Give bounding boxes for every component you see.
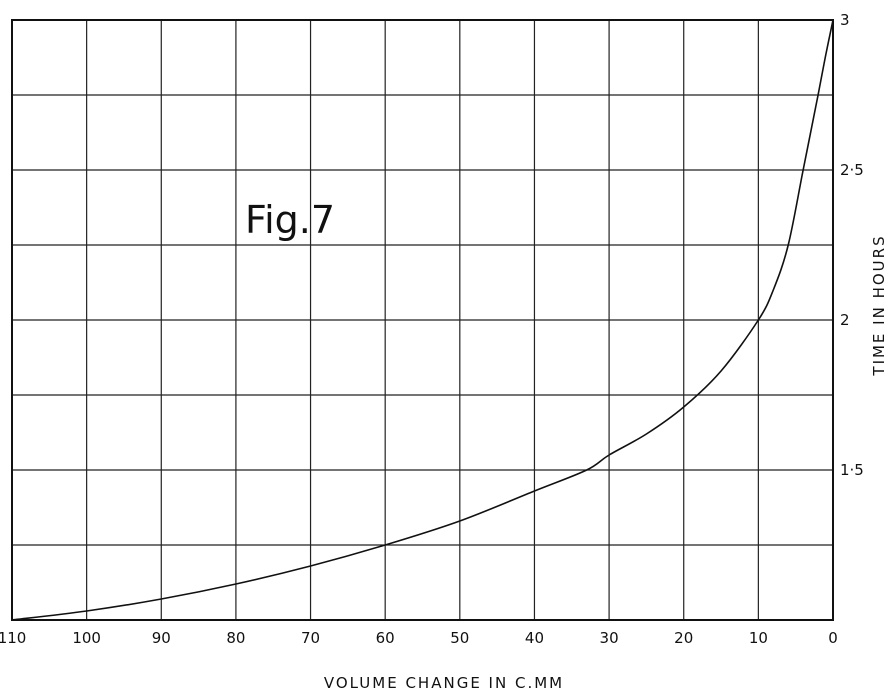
x-tick-label: 0 [828, 629, 838, 647]
x-tick-label: 20 [674, 629, 693, 647]
figure-label: Fig.7 [245, 198, 335, 242]
x-tick-label: 110 [0, 629, 26, 647]
y-tick-label: 2·5 [840, 161, 864, 179]
series-line [11, 19, 834, 621]
x-tick-label: 70 [301, 629, 320, 647]
y-axis-title: TIME IN HOURS [870, 234, 888, 376]
x-tick-label: 60 [376, 629, 395, 647]
x-tick-label: 40 [525, 629, 544, 647]
x-tick-label: 30 [600, 629, 619, 647]
x-tick-label: 100 [72, 629, 101, 647]
x-tick-label: 90 [152, 629, 171, 647]
x-tick-labels: 110 100 90 80 70 60 50 40 30 20 10 0 [0, 629, 838, 647]
x-axis-title: VOLUME CHANGE IN C.MM [324, 674, 564, 691]
x-tick-label: 10 [749, 629, 768, 647]
x-tick-label: 50 [450, 629, 469, 647]
y-tick-label: 1·5 [840, 461, 864, 479]
y-tick-label: 2 [840, 311, 850, 329]
y-tick-labels: 1·5 2 2·5 3 [840, 11, 864, 479]
y-tick-label: 3 [840, 11, 850, 29]
plot-frame [11, 19, 834, 621]
horizontal-gridlines [12, 19, 833, 621]
x-tick-label: 80 [226, 629, 245, 647]
